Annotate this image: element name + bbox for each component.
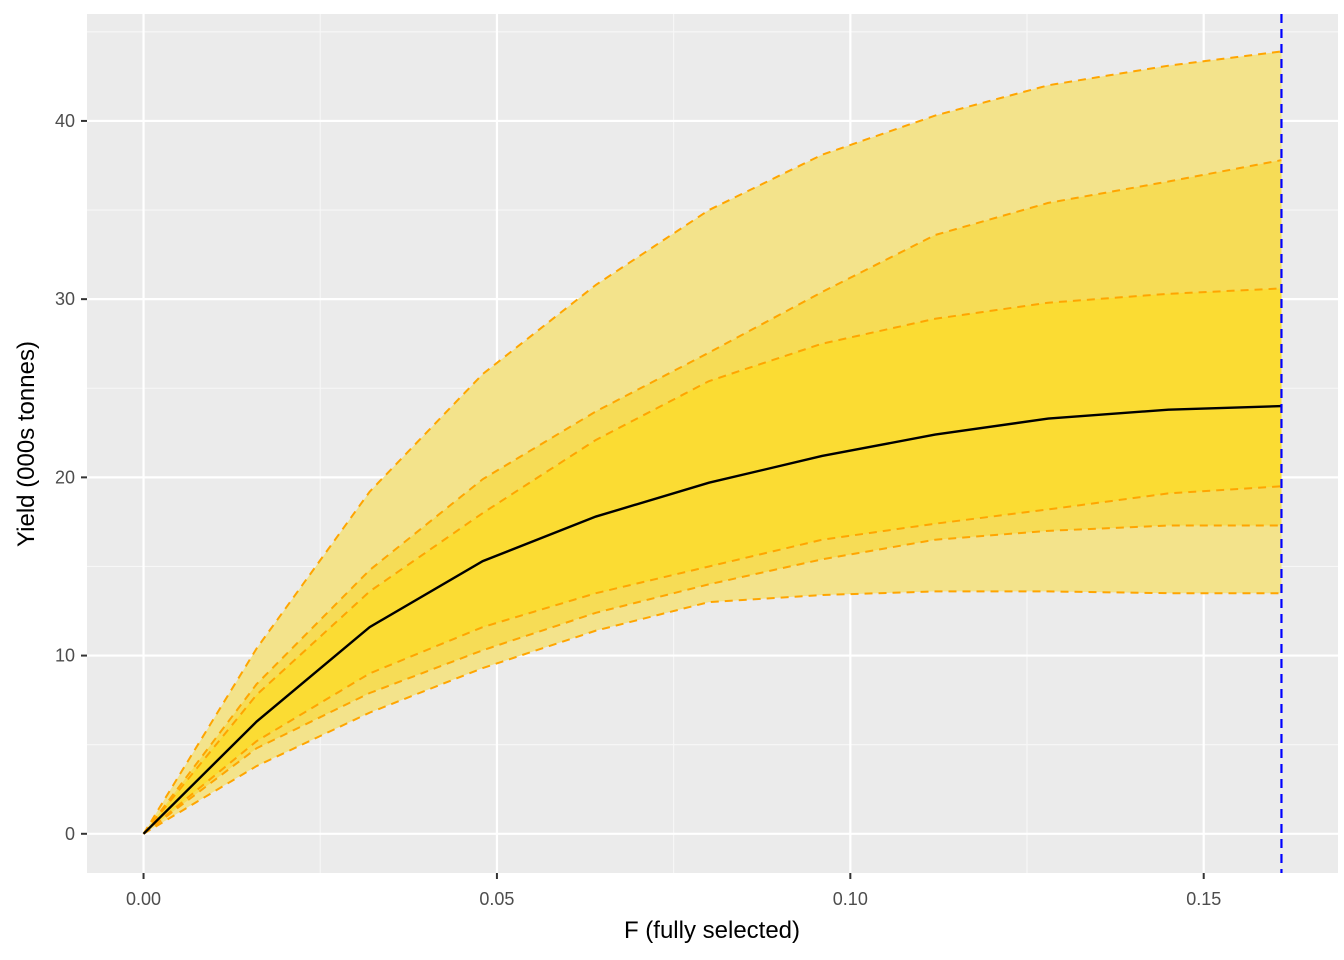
- y-tick-label-2: 20: [55, 467, 75, 487]
- band-boundary-lines: [142, 50, 1282, 835]
- band-1-upper-line: [142, 159, 1282, 835]
- x-tick-label-2: 0.10: [833, 889, 868, 909]
- y-tick-label-1: 10: [55, 646, 75, 666]
- x-axis-title: F (fully selected): [624, 917, 800, 944]
- x-tick-label-3: 0.15: [1186, 889, 1221, 909]
- band-2-upper-line: [142, 287, 1282, 835]
- band-1-lower-line: [142, 524, 1282, 835]
- y-tick-label-3: 30: [55, 289, 75, 309]
- y-axis-title: Yield (000s tonnes): [13, 341, 40, 547]
- y-tick-label-4: 40: [55, 111, 75, 131]
- axes: 0.00 0.05 0.10 0.15 0 10 20 30 40: [55, 111, 1221, 909]
- band-0-lower-line: [143, 590, 1282, 835]
- band-2-lower-line: [142, 485, 1282, 835]
- x-tick-label-1: 0.05: [479, 889, 514, 909]
- median-line: [142, 404, 1282, 835]
- y-tick-label-0: 0: [65, 824, 75, 844]
- x-tick-label-0: 0.00: [126, 889, 161, 909]
- median-series: [142, 404, 1282, 835]
